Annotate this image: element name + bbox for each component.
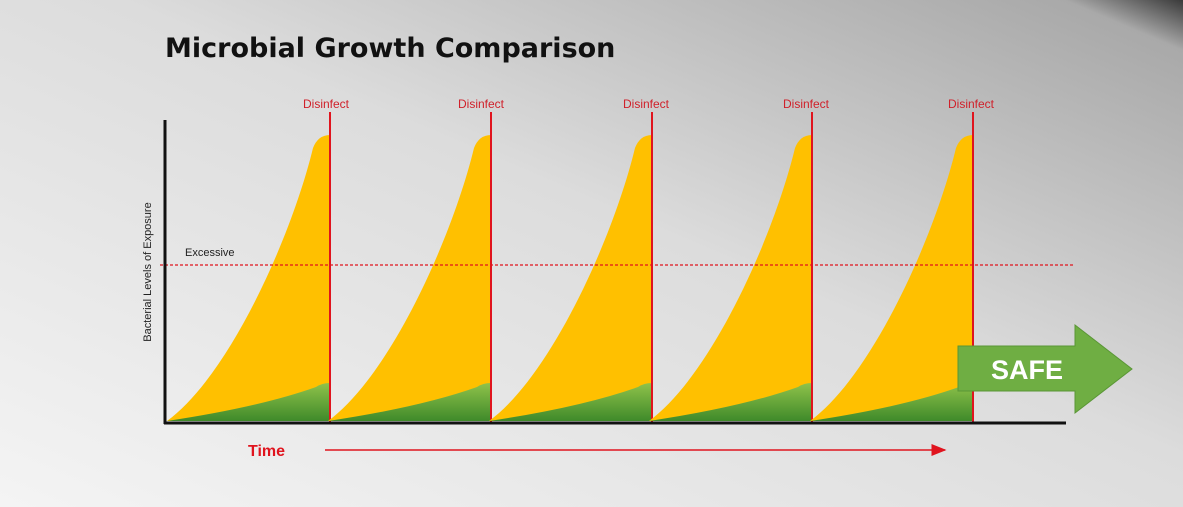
safe-arrow — [957, 323, 1133, 415]
disinfect-label: Disinfect — [458, 97, 505, 111]
disinfect-label: Disinfect — [948, 97, 995, 111]
disinfect-label: Disinfect — [303, 97, 350, 111]
x-axis-label: Time — [248, 443, 285, 460]
title: Microbial Growth Comparison — [165, 33, 615, 64]
y-axis-label: Bacterial Levels of Exposure — [142, 202, 154, 341]
disinfect-label: Disinfect — [623, 97, 670, 111]
threshold-label: Excessive — [185, 247, 235, 259]
safe-label: SAFE — [991, 355, 1063, 385]
disinfect-label: Disinfect — [783, 97, 830, 111]
